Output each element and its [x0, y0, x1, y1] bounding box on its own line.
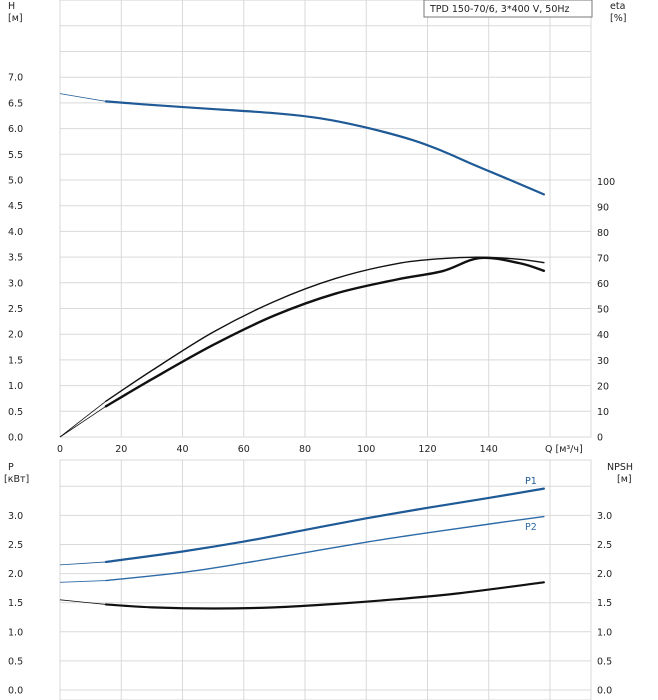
p2-curve — [105, 515, 545, 582]
npsh-tick-label: 0.5 — [597, 656, 612, 667]
efficiency-tick-label: 20 — [597, 381, 609, 392]
efficiency-tick-label: 70 — [597, 254, 609, 265]
npsh-tick-label: 1.0 — [597, 627, 612, 638]
p2-series-label: P2 — [525, 522, 537, 533]
x-tick-label: 120 — [418, 444, 436, 455]
power-tick-label: 3.0 — [8, 511, 23, 522]
head-tick-label: 3.5 — [8, 253, 23, 264]
npsh-tick-label: 1.5 — [597, 598, 612, 609]
x-tick-label: 80 — [299, 444, 311, 455]
power-tick-label: 0.0 — [8, 686, 23, 697]
head-tick-label: 3.0 — [8, 278, 23, 289]
x-tick-label: 20 — [115, 444, 127, 455]
npsh-curve-extrapolated — [59, 599, 106, 605]
npsh-tick-label: 2.0 — [597, 569, 612, 580]
tick-labels: 0 20 40 60 80 100 120 1400.00.51.01.52.02.53.03… — [8, 73, 615, 697]
npsh-tick-label: 2.5 — [597, 540, 612, 551]
p1-series-label: P1 — [525, 476, 537, 487]
head-tick-label: 4.5 — [8, 201, 23, 212]
efficiency-curve-pump — [104, 256, 546, 408]
top-chart-grid — [59, 0, 592, 438]
npsh-curve — [104, 581, 545, 610]
power-axis-label: P — [8, 462, 14, 473]
head-tick-label: 1.5 — [8, 355, 23, 366]
head-tick-label: 6.5 — [8, 98, 23, 109]
top-chart-frame — [59, 0, 592, 438]
p2-curve-extrapolated — [59, 580, 106, 583]
efficiency-tick-label: 10 — [597, 407, 609, 418]
x-tick-label: 60 — [238, 444, 250, 455]
npsh-axis-unit: [м] — [617, 474, 632, 485]
power-tick-label: 0.5 — [8, 656, 23, 667]
npsh-tick-label: 3.0 — [597, 511, 612, 522]
head-axis-unit: [м] — [8, 13, 23, 24]
efficiency-axis-unit: [%] — [610, 13, 626, 24]
power-tick-label: 2.0 — [8, 569, 23, 580]
efficiency-curve-total — [105, 256, 545, 402]
x-tick-label: 0 — [57, 444, 63, 455]
head-tick-label: 2.5 — [8, 304, 23, 315]
bottom-chart-frame — [59, 459, 592, 700]
efficiency-tick-label: 60 — [597, 279, 609, 290]
head-tick-label: 5.0 — [8, 176, 23, 187]
head-tick-label: 0.0 — [8, 433, 23, 444]
efficiency-curve-total-extrapolated — [59, 400, 107, 438]
efficiency-tick-label: 0 — [597, 433, 603, 444]
npsh-axis-label: NPSH — [607, 462, 633, 473]
head-tick-label: 4.0 — [8, 227, 23, 238]
head-curve-extrapolated — [59, 93, 107, 102]
p1-curve-extrapolated — [59, 561, 106, 566]
bottom-chart-grid — [59, 460, 591, 700]
head-tick-label: 6.0 — [8, 124, 23, 135]
efficiency-tick-label: 50 — [597, 305, 609, 316]
head-tick-label: 5.5 — [8, 150, 23, 161]
power-tick-label: 1.5 — [8, 598, 23, 609]
head-curve — [104, 100, 545, 196]
efficiency-tick-label: 40 — [597, 330, 609, 341]
efficiency-tick-label: 100 — [597, 177, 615, 188]
chart-title-box — [423, 0, 593, 18]
head-axis-label: H — [8, 1, 15, 12]
x-tick-label: 140 — [480, 444, 498, 455]
flow-axis-label: Q [м³/ч] — [545, 444, 583, 455]
efficiency-axis-label: eta — [610, 1, 625, 12]
power-tick-label: 1.0 — [8, 627, 23, 638]
efficiency-tick-label: 90 — [597, 202, 609, 213]
power-axis-unit: [кВт] — [4, 474, 29, 485]
npsh-tick-label: 0.0 — [597, 686, 612, 697]
p1-curve — [104, 487, 545, 564]
efficiency-tick-label: 80 — [597, 228, 609, 239]
head-tick-label: 0.5 — [8, 407, 23, 418]
head-tick-label: 7.0 — [8, 73, 23, 84]
curves — [59, 93, 546, 610]
efficiency-tick-label: 30 — [597, 356, 609, 367]
power-tick-label: 2.5 — [8, 540, 23, 551]
head-tick-label: 2.0 — [8, 330, 23, 341]
head-tick-label: 1.0 — [8, 381, 23, 392]
x-tick-label: 100 — [357, 444, 375, 455]
x-tick-label: 40 — [176, 444, 188, 455]
chart-title: TPD 150-70/6, 3*400 V, 50Hz — [429, 4, 570, 15]
